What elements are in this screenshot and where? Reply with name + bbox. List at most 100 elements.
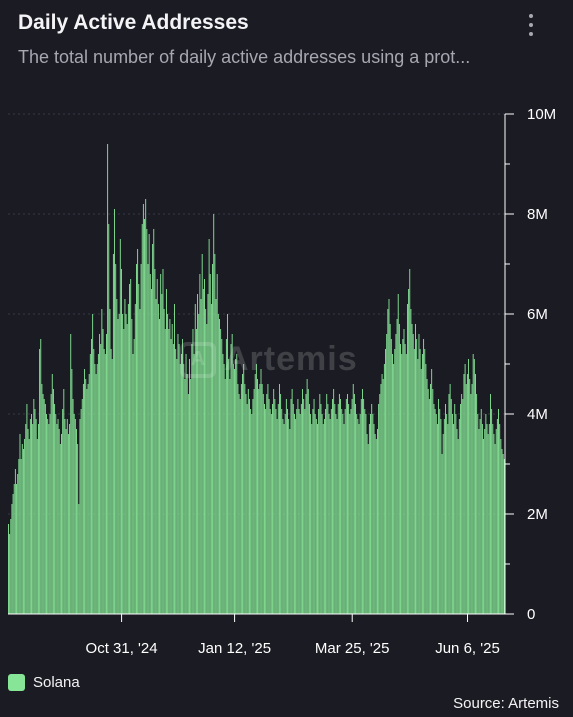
bar[interactable] [269, 409, 271, 614]
bar[interactable] [430, 384, 431, 614]
bar[interactable] [351, 399, 353, 614]
bar[interactable] [423, 339, 425, 614]
bar[interactable] [434, 409, 436, 614]
bar[interactable] [192, 329, 194, 614]
bar[interactable] [353, 394, 355, 614]
bar[interactable] [207, 294, 209, 614]
bar[interactable] [288, 419, 290, 614]
bar[interactable] [291, 389, 293, 614]
bar[interactable] [314, 414, 316, 614]
bar[interactable] [72, 399, 74, 614]
bar[interactable] [302, 389, 303, 614]
bar[interactable] [473, 359, 475, 614]
bar[interactable] [297, 399, 299, 614]
bar[interactable] [282, 419, 284, 614]
bar[interactable] [205, 309, 207, 614]
bar[interactable] [76, 429, 77, 614]
bar[interactable] [215, 299, 217, 614]
bar[interactable] [46, 414, 47, 614]
bar[interactable] [261, 384, 263, 614]
bar[interactable] [33, 399, 35, 614]
bar[interactable] [500, 439, 502, 614]
bar[interactable] [417, 359, 419, 614]
bar[interactable] [172, 344, 174, 614]
bar[interactable] [258, 389, 260, 614]
bar[interactable] [370, 414, 371, 614]
bar[interactable] [276, 419, 278, 614]
bar[interactable] [245, 394, 247, 614]
bar[interactable] [249, 399, 250, 614]
bar[interactable] [401, 354, 403, 614]
bar[interactable] [496, 419, 498, 614]
bar[interactable] [174, 304, 175, 614]
bar[interactable] [373, 424, 375, 614]
bar[interactable] [126, 324, 128, 614]
bar[interactable] [427, 389, 429, 614]
bar[interactable] [195, 329, 197, 614]
legend-item-solana[interactable]: Solana [8, 674, 80, 691]
bar[interactable] [462, 399, 464, 614]
bar[interactable] [97, 354, 99, 614]
bar[interactable] [315, 419, 317, 614]
bar[interactable] [442, 434, 444, 614]
bar[interactable] [368, 424, 370, 614]
bar[interactable] [283, 424, 285, 614]
bar[interactable] [59, 444, 61, 614]
bar[interactable] [463, 374, 465, 614]
bar[interactable] [275, 409, 277, 614]
bar[interactable] [383, 364, 385, 614]
bar[interactable] [334, 404, 336, 614]
bar[interactable] [495, 429, 497, 614]
bar[interactable] [260, 369, 262, 614]
bar[interactable] [285, 399, 287, 614]
bar[interactable] [299, 414, 301, 614]
bar[interactable] [323, 419, 325, 614]
bar[interactable] [264, 404, 265, 614]
bar[interactable] [86, 389, 88, 614]
bar[interactable] [14, 469, 16, 614]
bar[interactable] [268, 399, 270, 614]
bar[interactable] [155, 299, 157, 614]
bar[interactable] [387, 309, 389, 614]
bar[interactable] [157, 304, 159, 614]
bar[interactable] [96, 364, 98, 614]
bar[interactable] [73, 414, 75, 614]
bar[interactable] [475, 374, 476, 614]
bar[interactable] [40, 339, 42, 614]
bar[interactable] [115, 264, 117, 614]
bar[interactable] [138, 284, 140, 614]
bar[interactable] [421, 354, 423, 614]
bar[interactable] [319, 394, 321, 614]
bar[interactable] [404, 344, 406, 614]
bar[interactable] [129, 284, 130, 614]
bar[interactable] [449, 384, 451, 614]
bar[interactable] [327, 404, 329, 614]
bar[interactable] [176, 359, 178, 614]
bar[interactable] [411, 324, 413, 614]
bar[interactable] [478, 429, 480, 614]
bar[interactable] [320, 404, 322, 614]
bar[interactable] [418, 334, 420, 614]
bar[interactable] [231, 334, 233, 614]
bar[interactable] [340, 399, 342, 614]
bar[interactable] [216, 274, 218, 614]
bar[interactable] [32, 424, 34, 614]
bar[interactable] [109, 309, 111, 614]
bar[interactable] [438, 399, 440, 614]
bar[interactable] [107, 144, 109, 614]
bar[interactable] [222, 354, 224, 614]
bar[interactable] [49, 414, 51, 614]
bar[interactable] [93, 349, 95, 614]
more-vertical-icon[interactable] [520, 10, 542, 40]
bar[interactable] [328, 414, 330, 614]
bar[interactable] [398, 324, 400, 614]
bar[interactable] [378, 404, 380, 614]
bar[interactable] [338, 394, 340, 614]
bar[interactable] [20, 459, 22, 614]
bar[interactable] [406, 304, 408, 614]
bar[interactable] [348, 404, 350, 614]
bar[interactable] [292, 404, 294, 614]
bar[interactable] [257, 379, 258, 614]
bar[interactable] [185, 354, 187, 614]
bar[interactable] [26, 404, 28, 614]
